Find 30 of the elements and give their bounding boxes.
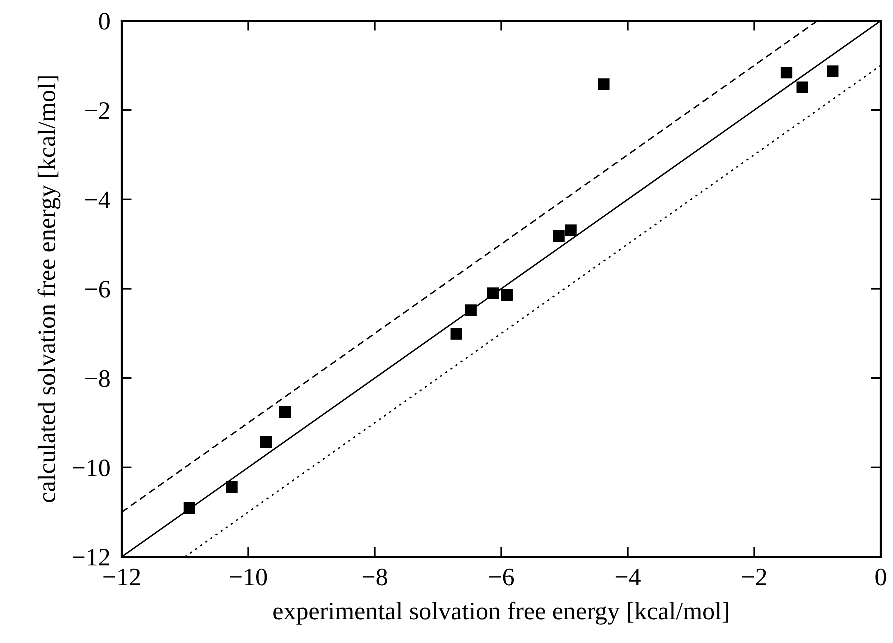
point (279, 406, 291, 418)
point (226, 482, 238, 494)
x-tick-label: −6 (489, 568, 514, 586)
point (184, 502, 196, 514)
point (827, 66, 839, 78)
point (487, 288, 500, 300)
point (260, 436, 272, 448)
x-axis-title: experimental solvation free energy [kcal/mol] (274, 602, 728, 625)
y-axis-title: calculated solvation free energy [kcal/mol] (38, 76, 61, 502)
point (450, 328, 462, 340)
point (565, 224, 577, 236)
y-tick-label: −6 (86, 281, 110, 298)
y-tick-label: 0 (99, 13, 110, 30)
x-tick-label: −12 (104, 568, 140, 586)
y-tick-label: −2 (86, 102, 110, 120)
point (553, 230, 565, 242)
x-tick-label: −10 (230, 568, 268, 586)
point (465, 304, 477, 316)
point (501, 289, 514, 302)
point (796, 82, 808, 94)
x-tick-label: 0 (876, 568, 886, 586)
x-tick-label: −4 (616, 569, 641, 586)
y-tick-label: −10 (73, 460, 110, 477)
y-tick-label: −4 (86, 192, 110, 208)
x-tick-label: −2 (742, 568, 766, 586)
point (780, 67, 793, 79)
x-tick-label: −8 (362, 568, 388, 586)
point (598, 78, 610, 90)
y-tick-label: −12 (73, 549, 110, 566)
y-tick-label: −8 (86, 370, 110, 388)
